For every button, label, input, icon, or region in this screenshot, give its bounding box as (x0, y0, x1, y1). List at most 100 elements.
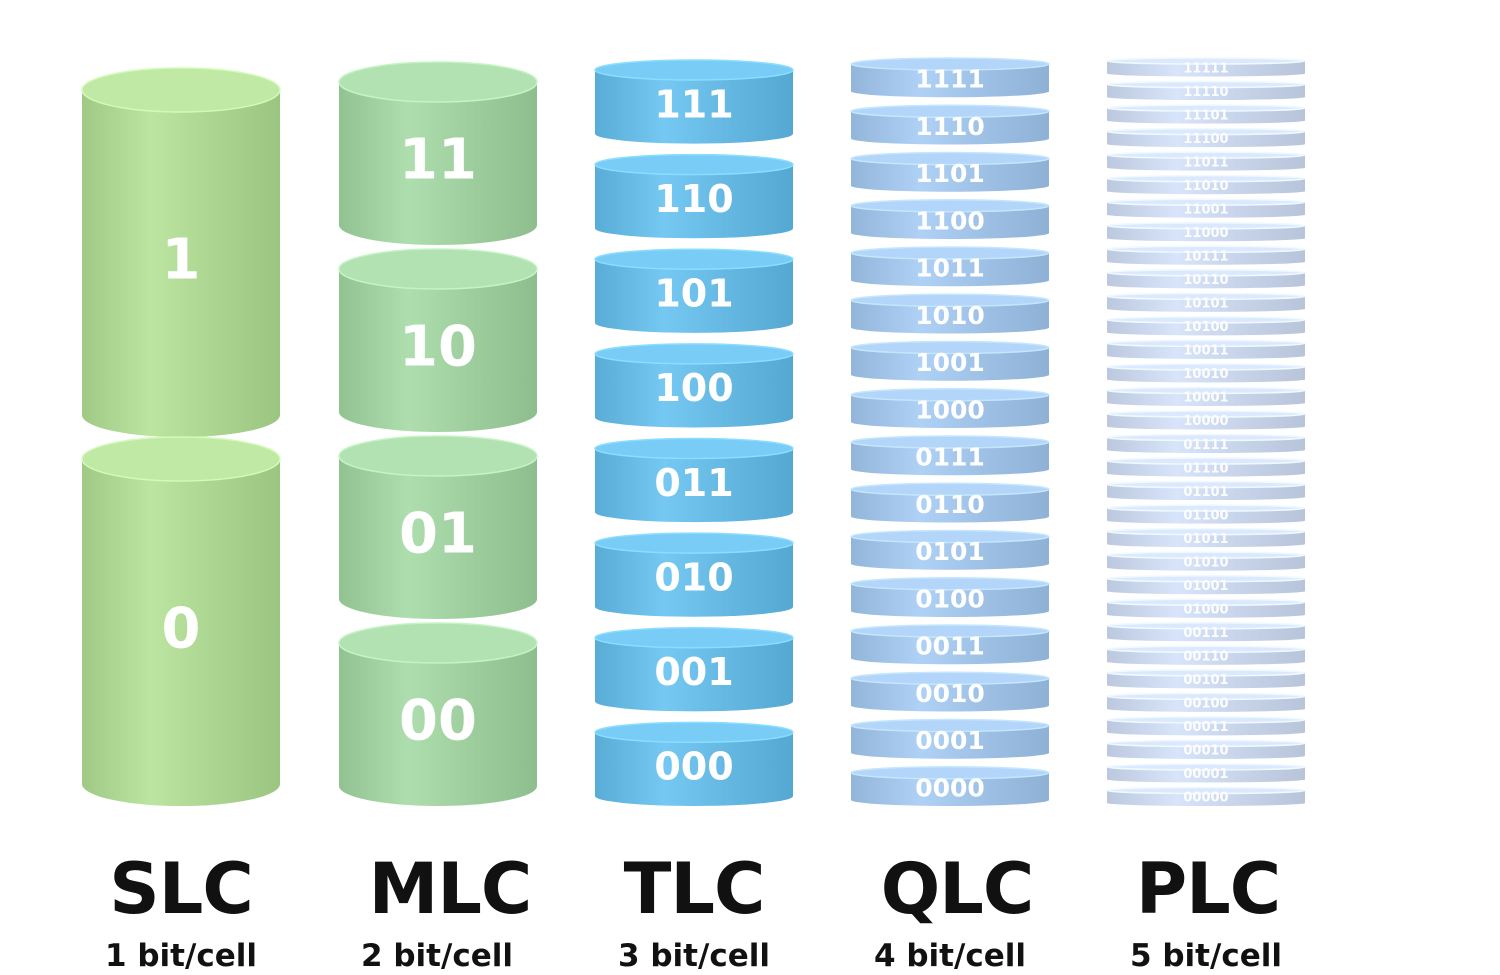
qlc-state-label: 1010 (915, 301, 985, 330)
tlc-cell-top (594, 627, 794, 649)
qlc-cell-0111: 0111 (850, 435, 1050, 476)
plc-cell-body (1107, 555, 1305, 571)
plc-cell-top (1106, 598, 1306, 606)
plc-state-label: 10011 (1183, 344, 1228, 359)
tlc-subtitle: 3 bit/cell (618, 938, 770, 974)
plc-cell-10001: 10001 (1106, 386, 1306, 406)
plc-cell-body (1107, 178, 1305, 195)
plc-state-label: 10110 (1183, 273, 1228, 288)
plc-title: PLC (1135, 848, 1281, 930)
qlc-cell-top (850, 482, 1050, 496)
qlc-state-label: 1100 (915, 206, 985, 235)
plc-cell-body (1107, 272, 1305, 289)
qlc-cell-body (851, 772, 1049, 806)
tlc-cell-body (595, 448, 793, 523)
tlc-cell-top (594, 248, 794, 270)
plc-cell-10110: 10110 (1106, 269, 1306, 289)
plc-cell-11001: 11001 (1106, 198, 1306, 218)
plc-cell-top (1106, 433, 1306, 442)
qlc-state-label: 0110 (915, 490, 985, 519)
slc-cell-1: 1 (81, 67, 281, 437)
plc-cell-body (1107, 437, 1305, 454)
plc-cell-00001: 00001 (1106, 763, 1306, 783)
plc-cell-body (1107, 766, 1305, 783)
plc-cell-body (1107, 155, 1305, 171)
plc-cell-top (1106, 527, 1306, 536)
qlc-cell-1000: 1000 (850, 388, 1050, 428)
qlc-state-label: 1101 (915, 159, 985, 188)
plc-cell-10100: 10100 (1106, 316, 1306, 336)
mlc-cell-top (338, 435, 538, 477)
plc-state-label: 01000 (1183, 602, 1228, 617)
plc-state-label: 00001 (1183, 767, 1228, 782)
plc-cell-top (1106, 292, 1306, 301)
qlc-state-label: 1111 (915, 65, 985, 94)
tlc-state-label: 110 (654, 177, 733, 221)
plc-cell-00000: 00000 (1106, 786, 1306, 806)
qlc-cell-body (851, 111, 1049, 145)
tlc-cell-body (595, 543, 793, 617)
plc-cell-00010: 00010 (1106, 739, 1306, 759)
plc-cell-body (1107, 343, 1305, 359)
qlc-cell-body (851, 631, 1049, 665)
plc-cell-10011: 10011 (1106, 339, 1306, 359)
tlc-cell-body (595, 164, 793, 239)
qlc-cell-body (851, 536, 1049, 570)
mlc-state-label: 11 (399, 128, 477, 193)
mlc-subtitle: 2 bit/cell (361, 938, 513, 974)
slc-stack: 10 (81, 67, 281, 806)
tlc-cell-101: 101 (594, 248, 794, 333)
tlc-cell-body (595, 732, 793, 806)
plc-cell-top (1106, 480, 1306, 489)
qlc-cell-body (851, 678, 1049, 712)
plc-cell-body (1107, 602, 1305, 618)
tlc-cell-body (595, 353, 793, 428)
tlc-cell-111: 111 (594, 59, 794, 144)
qlc-subtitle: 4 bit/cell (874, 938, 1026, 974)
tlc-cell-top (594, 437, 794, 460)
plc-cell-body (1107, 84, 1305, 101)
plc-state-label: 10010 (1183, 367, 1228, 382)
qlc-state-label: 0001 (915, 726, 985, 755)
qlc-state-label: 0101 (915, 537, 985, 566)
plc-state-label: 11111 (1183, 61, 1228, 76)
plc-cell-top (1106, 716, 1306, 724)
qlc-cell-top (850, 577, 1050, 591)
plc-cell-00110: 00110 (1106, 645, 1306, 665)
qlc-state-label: 0010 (915, 679, 985, 708)
qlc-state-label: 0111 (915, 443, 985, 472)
qlc-cell-1110: 1110 (850, 104, 1050, 145)
plc-cell-01111: 01111 (1106, 433, 1306, 454)
plc-cell-11110: 11110 (1106, 80, 1306, 101)
plc-state-label: 10001 (1183, 391, 1228, 406)
qlc-cell-top (850, 388, 1050, 402)
qlc-cell-body (851, 725, 1049, 759)
tlc-cell-001: 001 (594, 627, 794, 712)
plc-cell-00111: 00111 (1106, 622, 1306, 642)
tlc-cell-000: 000 (594, 721, 794, 806)
slc-subtitle: 1 bit/cell (105, 938, 257, 974)
plc-cell-01110: 01110 (1106, 457, 1306, 477)
plc-state-label: 11110 (1183, 85, 1228, 100)
qlc-cell-0010: 0010 (850, 671, 1050, 712)
tlc-cell-011: 011 (594, 437, 794, 523)
plc-subtitle: 5 bit/cell (1130, 938, 1282, 974)
plc-state-label: 00100 (1183, 697, 1228, 712)
plc-cell-body (1107, 131, 1305, 148)
plc-cell-body (1107, 249, 1305, 265)
tlc-cell-100: 100 (594, 343, 794, 428)
plc-cell-top (1106, 198, 1306, 206)
tlc-stack: 111 110 101 100 011 010 001 000 (594, 59, 794, 806)
qlc-cell-top (850, 529, 1050, 544)
plc-cell-top (1106, 245, 1306, 253)
plc-cell-top (1106, 669, 1306, 677)
tlc-state-label: 010 (654, 555, 733, 599)
plc-cell-top (1106, 574, 1306, 583)
plc-state-label: 00110 (1183, 650, 1228, 665)
tlc-cell-body (595, 637, 793, 712)
qlc-title: QLC (880, 848, 1034, 930)
plc-cell-top (1106, 692, 1306, 701)
qlc-cell-top (850, 435, 1050, 449)
plc-cell-body (1107, 625, 1305, 642)
plc-cell-body (1107, 413, 1305, 430)
